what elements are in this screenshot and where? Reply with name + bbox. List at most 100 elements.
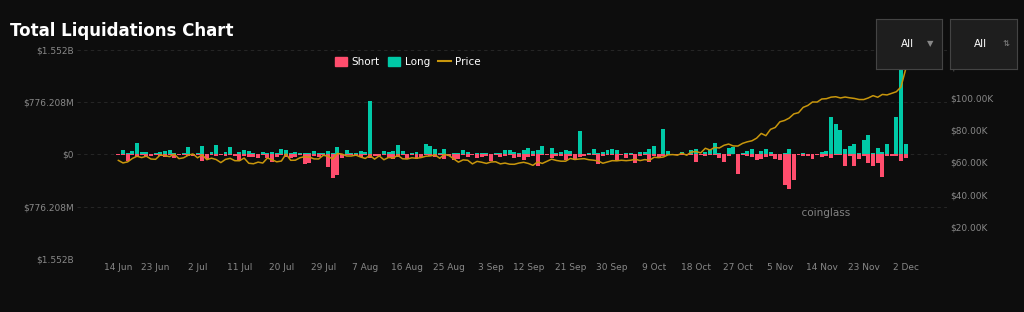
Bar [238, 154, 242, 161]
Bar [680, 152, 684, 154]
Bar [391, 154, 395, 159]
Bar [126, 153, 130, 154]
Bar [190, 154, 195, 156]
Bar [550, 148, 554, 154]
Bar [228, 147, 232, 154]
Bar [536, 149, 540, 154]
Bar [769, 154, 772, 156]
Bar [820, 154, 823, 157]
Bar [364, 152, 368, 154]
Bar [396, 154, 399, 157]
Bar [731, 147, 735, 154]
Bar [792, 154, 796, 180]
Bar [871, 154, 876, 166]
Bar [843, 149, 847, 154]
Bar [583, 154, 586, 155]
Bar [172, 154, 176, 158]
Bar [656, 154, 660, 158]
Bar [135, 154, 139, 158]
Bar [625, 153, 628, 154]
Bar [834, 154, 838, 155]
Bar [121, 150, 125, 154]
Bar [438, 154, 441, 155]
Bar [274, 153, 279, 154]
Bar [419, 154, 423, 157]
Bar [499, 154, 503, 157]
Bar [778, 154, 782, 160]
Bar [214, 145, 218, 154]
Bar [526, 148, 530, 154]
Bar [354, 153, 358, 154]
Bar [470, 154, 474, 155]
Bar [848, 146, 852, 154]
Bar [438, 153, 441, 154]
Bar [512, 152, 516, 154]
Bar [349, 154, 353, 155]
Bar [713, 154, 717, 155]
Bar [284, 150, 288, 154]
Bar [494, 153, 498, 154]
Bar [479, 153, 483, 154]
Bar [447, 154, 452, 156]
Bar [201, 154, 204, 161]
Bar [521, 154, 525, 160]
Bar [210, 152, 213, 154]
Bar [610, 154, 614, 155]
Bar [168, 149, 172, 154]
Bar [899, 53, 903, 154]
Bar [289, 154, 293, 158]
Bar [839, 130, 843, 154]
Bar [340, 154, 344, 158]
Bar [852, 154, 856, 166]
Bar [400, 154, 404, 155]
Bar [466, 153, 470, 154]
Bar [806, 154, 810, 156]
Bar [689, 150, 693, 154]
Bar [154, 154, 158, 155]
Bar [782, 154, 786, 185]
Bar [638, 152, 642, 154]
Bar [475, 153, 479, 154]
Bar [541, 154, 545, 155]
Bar [750, 149, 754, 154]
Bar [354, 154, 358, 155]
Bar [601, 154, 605, 156]
Bar [722, 154, 726, 162]
Bar [592, 149, 596, 154]
Bar [396, 145, 399, 154]
Bar [503, 150, 507, 154]
Bar [736, 154, 740, 174]
Bar [159, 154, 162, 156]
Text: ▼: ▼ [928, 39, 934, 48]
Bar [442, 149, 446, 154]
Bar [592, 154, 596, 155]
Bar [442, 154, 446, 159]
Bar [531, 151, 535, 154]
Bar [839, 154, 843, 155]
Text: All: All [901, 39, 914, 49]
Bar [666, 151, 670, 154]
Bar [428, 154, 432, 156]
Bar [797, 154, 801, 155]
Bar [168, 154, 172, 155]
Bar [479, 154, 483, 157]
Bar [452, 153, 456, 154]
Bar [284, 154, 288, 158]
Bar [541, 146, 545, 154]
Bar [345, 150, 348, 154]
Bar [885, 154, 889, 156]
Bar [461, 150, 465, 154]
Bar [196, 154, 200, 155]
Bar [862, 154, 865, 156]
Bar [885, 144, 889, 154]
Bar [703, 152, 708, 154]
Bar [368, 154, 372, 158]
Bar [205, 154, 209, 159]
Bar [181, 154, 185, 155]
Bar [382, 151, 386, 154]
Bar [280, 154, 284, 155]
Bar [406, 154, 410, 158]
Bar [568, 151, 572, 154]
Bar [274, 154, 279, 157]
Bar [322, 153, 326, 154]
